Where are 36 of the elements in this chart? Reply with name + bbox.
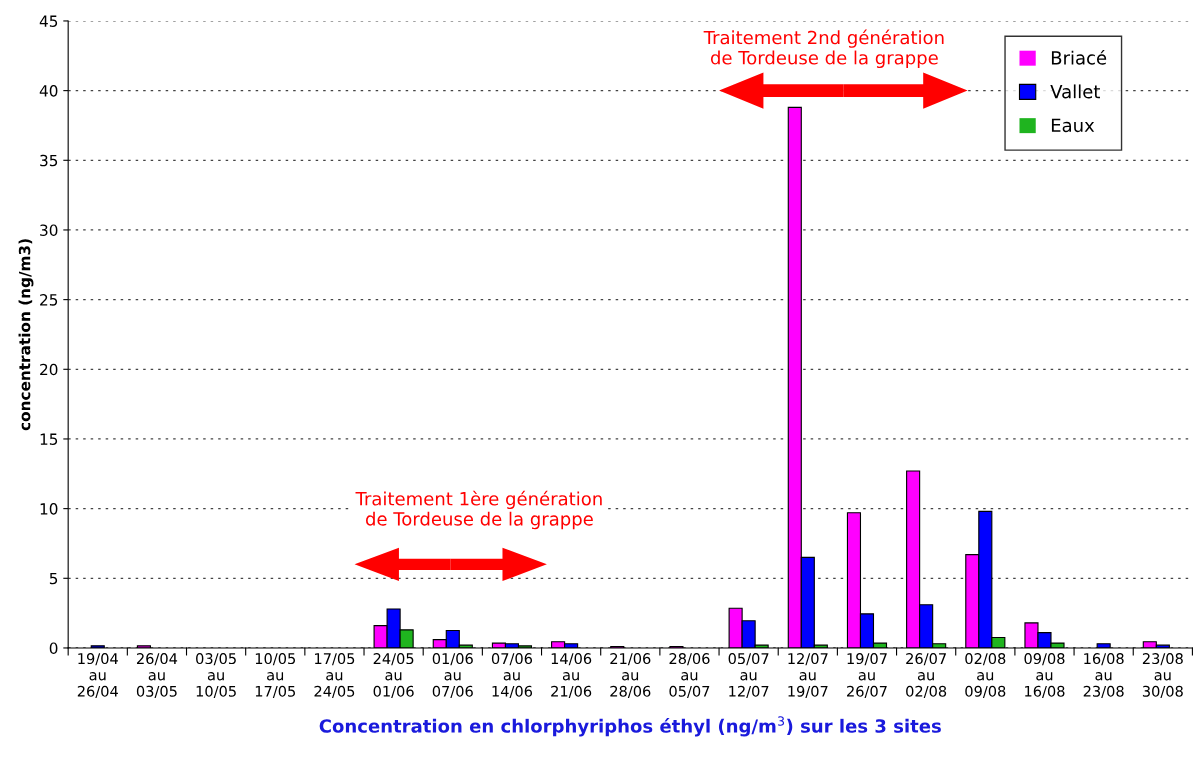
x-tick-label: 03/05 au 10/05 <box>196 653 236 698</box>
x-tick-label: 09/08 au 16/08 <box>1024 653 1065 698</box>
y-tick-label: 30 <box>40 224 58 236</box>
y-axis-title: concentration (ng/m3) <box>18 239 34 431</box>
x-tick-label: 05/07 au 12/07 <box>728 653 769 698</box>
annotation: Traitement 2nd génération de Tordeuse de la grappe <box>703 29 944 69</box>
x-tick-label: 28/06 au 05/07 <box>669 653 710 698</box>
annotation: Traitement 1ère génération de Tordeuse de la grappe <box>355 490 602 530</box>
y-tick-label: 25 <box>40 294 58 306</box>
y-tick-label: 20 <box>40 363 58 376</box>
x-tick-label: 19/04 au 26/04 <box>77 653 118 698</box>
legend-label: Eaux <box>1051 118 1095 133</box>
x-tick-label: 07/06 au 14/06 <box>491 653 533 698</box>
y-tick-label: 15 <box>40 433 58 445</box>
y-tick-label: 0 <box>49 642 58 654</box>
x-tick-label: 02/08 au 09/08 <box>965 653 1006 698</box>
x-tick-label: 23/08 au 30/08 <box>1142 653 1183 698</box>
x-tick-label: 10/05 au 17/05 <box>255 653 296 698</box>
y-tick-label: 10 <box>40 503 58 515</box>
x-tick-label: 17/05 au 24/05 <box>314 653 355 698</box>
x-tick-label: 26/04 au 03/05 <box>136 653 178 698</box>
x-tick-label: 21/06 au 28/06 <box>610 653 651 698</box>
x-tick-label: 14/06 au 21/06 <box>551 653 592 698</box>
y-tick-label: 5 <box>49 572 58 585</box>
x-axis-title: Concentration en chlorphyriphos éthyl (ng/m$^{3}$) sur les 3 sites <box>319 716 941 737</box>
x-tick-label: 26/07 au 02/08 <box>906 653 947 698</box>
x-tick-label: 16/08 au 23/08 <box>1083 653 1124 698</box>
x-tick-label: 24/05 au 01/06 <box>373 653 414 698</box>
x-tick-label: 12/07 au 19/07 <box>788 653 828 698</box>
y-tick-label: 40 <box>39 85 58 97</box>
legend-label: Vallet <box>1050 84 1100 99</box>
y-tick-label: 35 <box>40 154 58 167</box>
x-tick-label: 19/07 au 26/07 <box>847 653 887 698</box>
legend-label: Briacé <box>1051 49 1107 65</box>
y-tick-label: 45 <box>39 15 58 27</box>
x-tick-label: 01/06 au 07/06 <box>432 653 473 698</box>
